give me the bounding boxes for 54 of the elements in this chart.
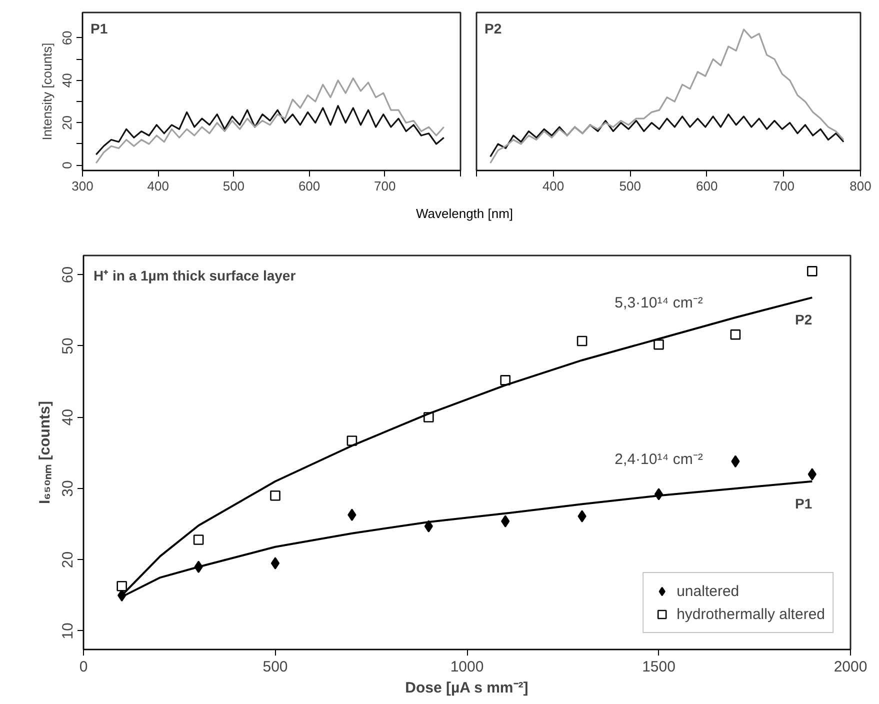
x-axis-title: Dose [µA s mm⁻²] xyxy=(405,680,528,696)
point xyxy=(348,508,356,521)
x-axis-title: Wavelength [nm] xyxy=(416,205,514,223)
point xyxy=(116,580,127,592)
y-axis-title: I₆₅₀ₙₘ [counts] xyxy=(36,401,54,504)
x-tick-label: 500 xyxy=(222,178,245,194)
x-tick-label: 800 xyxy=(850,178,872,194)
y-tick-label: 40 xyxy=(60,73,74,88)
line-series xyxy=(95,77,445,164)
text: P2 xyxy=(484,20,502,36)
line-series xyxy=(95,105,445,156)
y-tick-label: 10 xyxy=(60,622,76,640)
x-tick-label: 2000 xyxy=(834,658,868,676)
annotation: 2,4·10¹⁴ cm⁻² xyxy=(614,451,703,468)
point xyxy=(270,557,280,570)
point xyxy=(193,534,204,545)
y-tick-label: 20 xyxy=(60,551,76,568)
x-tick-label: 600 xyxy=(298,178,320,194)
annotation: 5,3·10¹⁴ cm⁻² xyxy=(614,294,703,312)
y-tick-label: 0 xyxy=(60,162,74,169)
y-tick-label: 50 xyxy=(60,338,76,354)
x-tick-label: 500 xyxy=(619,178,641,194)
point xyxy=(500,375,510,386)
y-tick-label: 30 xyxy=(60,480,76,497)
series-label: P2 xyxy=(795,312,812,328)
point xyxy=(807,266,818,276)
x-tick-label: 700 xyxy=(374,178,396,194)
x-tick-label: 300 xyxy=(72,178,94,194)
x-tick-label: 1500 xyxy=(642,658,676,676)
x-tick-label: 1000 xyxy=(450,658,484,676)
y-tick-label: 20 xyxy=(60,116,74,130)
point xyxy=(578,510,586,522)
x-tick-label: 500 xyxy=(262,658,288,676)
text: P1 xyxy=(90,20,108,36)
point xyxy=(270,490,280,501)
point xyxy=(654,339,664,350)
x-tick-label: 700 xyxy=(772,178,795,194)
point xyxy=(576,336,588,346)
y-axis-title: Intensity [counts] xyxy=(40,42,54,140)
point xyxy=(501,515,510,528)
legend-label: hydrothermally altered xyxy=(676,606,825,622)
y-tick-label: 60 xyxy=(60,30,74,46)
y-tick-label: 60 xyxy=(60,266,76,284)
legend-label: unaltered xyxy=(676,582,740,600)
x-tick-label: 400 xyxy=(147,178,169,194)
x-tick-label: 600 xyxy=(696,178,718,194)
y-tick-label: 40 xyxy=(60,408,76,426)
point xyxy=(424,520,433,532)
point xyxy=(730,329,741,340)
point xyxy=(808,468,816,480)
x-tick-label: 0 xyxy=(79,658,88,676)
series-label: P1 xyxy=(795,495,812,512)
annotation: H⁺ in a 1µm thick surface layer xyxy=(94,268,296,284)
x-tick-label: 400 xyxy=(542,178,564,194)
